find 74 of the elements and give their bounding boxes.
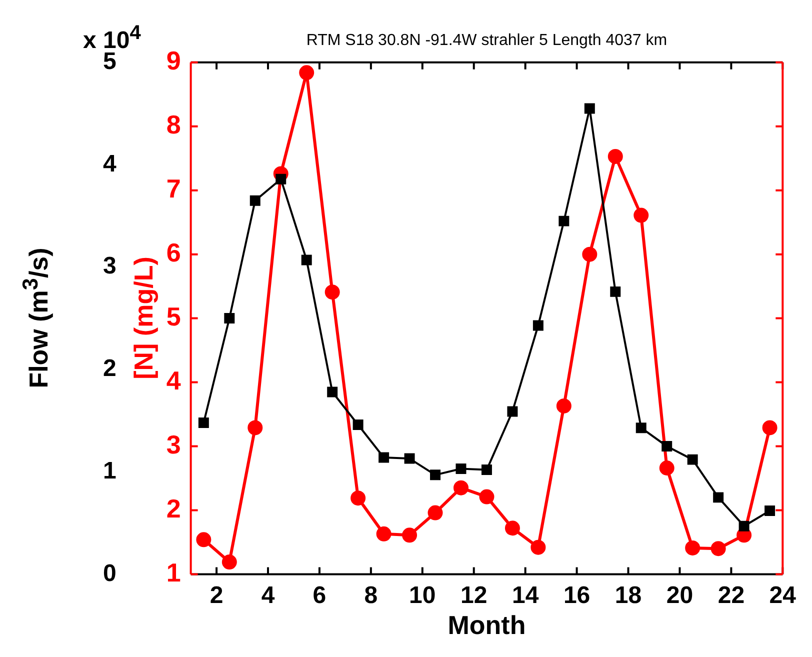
x-tick-label: 12 xyxy=(460,582,488,610)
point xyxy=(248,420,263,436)
point xyxy=(350,490,366,506)
point xyxy=(662,441,672,452)
point xyxy=(324,284,340,300)
point xyxy=(250,195,260,206)
x-tick-label: 6 xyxy=(312,582,326,610)
x-tick-label: 16 xyxy=(563,582,590,610)
point xyxy=(196,532,212,548)
y2-tick-label: 7 xyxy=(166,174,181,204)
point xyxy=(584,103,595,114)
y-tick-label: 4 xyxy=(102,150,117,178)
point xyxy=(504,520,520,536)
point xyxy=(402,528,418,543)
point xyxy=(479,489,494,504)
point xyxy=(634,208,649,223)
x-axis-title: Month xyxy=(448,610,526,642)
point xyxy=(608,148,623,164)
point xyxy=(582,246,598,262)
y-tick-label: 0 xyxy=(102,560,116,587)
x-tick-label: 10 xyxy=(409,582,436,610)
point xyxy=(352,420,364,430)
y2-tick-label: 2 xyxy=(166,493,181,524)
point xyxy=(198,417,209,428)
y-tick-label: 2 xyxy=(102,355,116,382)
chart-title: RTM S18 30.8N -91.4W strahler 5 Length 4037 km xyxy=(306,32,668,50)
point xyxy=(685,540,700,556)
point xyxy=(481,464,492,476)
point xyxy=(404,453,415,464)
point xyxy=(558,216,570,226)
x-tick-label: 20 xyxy=(666,582,694,610)
y-tick-label: 5 xyxy=(102,48,116,76)
y-tick-label: 3 xyxy=(102,252,116,280)
point xyxy=(532,320,544,331)
x-tick-label: 24 xyxy=(769,582,797,610)
point xyxy=(764,505,776,516)
point xyxy=(762,420,778,436)
y2-tick-label: 5 xyxy=(166,301,181,332)
point xyxy=(454,480,468,496)
point xyxy=(327,386,338,398)
point xyxy=(376,526,392,542)
y2-tick-label: 1 xyxy=(166,557,181,588)
x-tick-label: 22 xyxy=(718,582,745,610)
y2-tick-label: 4 xyxy=(166,365,182,396)
point xyxy=(713,492,724,503)
x-tick-label: 8 xyxy=(364,582,378,610)
point xyxy=(299,65,314,80)
point xyxy=(224,313,235,324)
point xyxy=(301,254,312,266)
x-tick-label: 2 xyxy=(210,582,224,610)
point xyxy=(738,520,750,532)
point xyxy=(456,464,466,474)
y2-tick-label: 3 xyxy=(166,429,181,460)
point xyxy=(507,406,518,417)
point xyxy=(222,554,237,570)
y2-tick-label: 6 xyxy=(166,237,181,268)
point xyxy=(610,286,621,297)
x-tick-label: 4 xyxy=(261,582,276,610)
y-tick-label: 1 xyxy=(102,457,116,484)
point xyxy=(430,470,441,480)
x-tick-label: 18 xyxy=(614,582,642,610)
point xyxy=(378,452,390,463)
point xyxy=(636,422,646,434)
point xyxy=(556,398,572,414)
point xyxy=(530,540,546,555)
point xyxy=(710,541,726,556)
point xyxy=(428,505,443,520)
x-tick-label: 14 xyxy=(512,582,540,610)
y2-tick-label: 8 xyxy=(166,110,181,140)
y2-tick-label: 9 xyxy=(166,46,181,76)
point xyxy=(687,454,698,465)
y2-axis-title: [N] (mg/L) xyxy=(128,256,160,380)
point xyxy=(276,174,286,184)
point xyxy=(659,460,674,476)
